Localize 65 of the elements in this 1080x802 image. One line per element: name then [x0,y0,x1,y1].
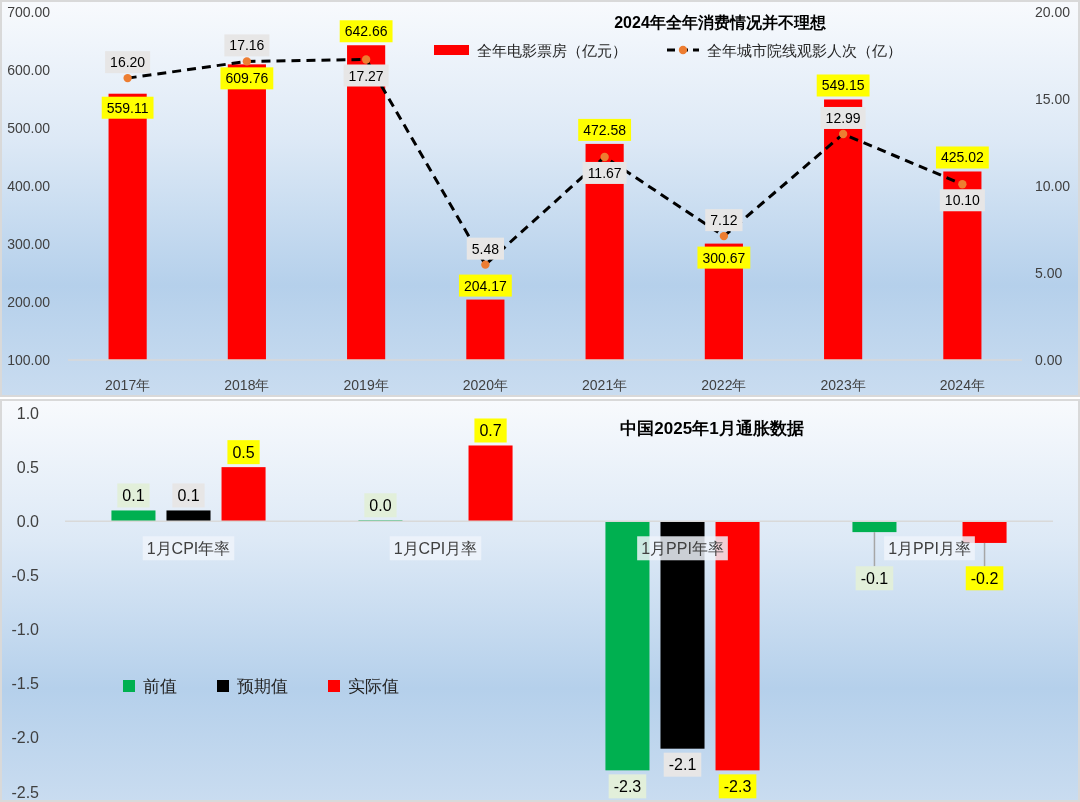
x-tick-label: 2024年 [939,377,985,393]
y-tick-label: 0.5 [16,458,40,476]
y-tick-label: -1.0 [11,621,40,639]
data-label: -2.3 [723,777,752,795]
x-tick-label: 2022年 [701,377,747,393]
data-label: 7.12 [710,212,738,229]
data-label: 559.11 [106,99,149,116]
data-label: 0.5 [232,443,255,461]
data-label: 0.0 [369,496,392,514]
y-tick-label: 200.00 [7,294,51,310]
y-tick-label: -1.5 [11,675,40,693]
data-label: -0.1 [860,569,889,587]
data-label: 12.99 [825,109,861,126]
legend-label: 预期值 [237,676,288,696]
y-tick-label: 300.00 [7,236,51,252]
data-label: 17.16 [229,37,265,54]
y-tick-label: 0.0 [16,512,40,530]
legend-label: 前值 [143,676,177,696]
y-tick-label: -2.0 [11,729,40,747]
y2-tick-label: 0.00 [1035,352,1063,368]
data-label: 0.7 [479,421,502,439]
y-tick-label: -0.5 [11,566,40,584]
y-tick-label: -2.5 [11,783,40,801]
chart-title: 2024年全年消费情况并不理想 [614,13,827,31]
data-label: 17.27 [348,67,384,84]
data-label: 0.1 [177,486,200,504]
x-tick-label: 2017年 [105,377,151,393]
y-tick-label: 1.0 [16,404,40,422]
x-tick-label: 1月CPI年率 [146,539,231,557]
x-tick-label: 2020年 [462,377,508,393]
legend-label: 全年城市院线观影人次（亿） [707,41,902,59]
chart-title: 中国2025年1月通胀数据 [620,418,804,438]
data-label: 16.20 [110,54,146,71]
y-tick-label: 100.00 [7,352,51,368]
legend-label: 全年电影票房（亿元） [477,41,627,59]
y-tick-label: 400.00 [7,178,51,194]
data-label: 0.1 [122,486,145,504]
x-tick-label: 2021年 [582,377,628,393]
data-label: 300.67 [702,249,746,266]
y2-tick-label: 20.00 [1035,4,1071,20]
data-label: 609.76 [225,70,269,87]
y2-tick-label: 15.00 [1035,91,1071,107]
data-label: 10.10 [944,192,981,209]
x-tick-label: 2023年 [820,377,866,393]
y2-tick-label: 5.00 [1035,265,1063,281]
data-label: 425.02 [940,149,984,166]
data-label: 642.66 [344,23,388,40]
y-tick-label: 500.00 [7,120,51,136]
legend-label: 实际值 [348,676,399,696]
x-tick-label: 2019年 [343,377,389,393]
data-label: 11.67 [587,164,622,181]
data-label: 549.15 [821,77,865,94]
data-label: 5.48 [471,240,500,257]
x-tick-label: 1月PPI月率 [888,539,971,557]
data-label: -0.2 [970,569,999,587]
data-label: 204.17 [463,277,507,294]
y2-tick-label: 10.00 [1035,178,1071,194]
data-label: -2.1 [668,756,697,774]
x-tick-label: 2018年 [224,377,270,393]
data-label: -2.3 [613,777,642,795]
data-label: 472.58 [583,121,627,138]
y-tick-label: 700.00 [7,4,51,20]
x-tick-label: 1月PPI年率 [641,539,724,557]
x-tick-label: 1月CPI月率 [393,539,478,557]
y-tick-label: 600.00 [7,62,51,78]
